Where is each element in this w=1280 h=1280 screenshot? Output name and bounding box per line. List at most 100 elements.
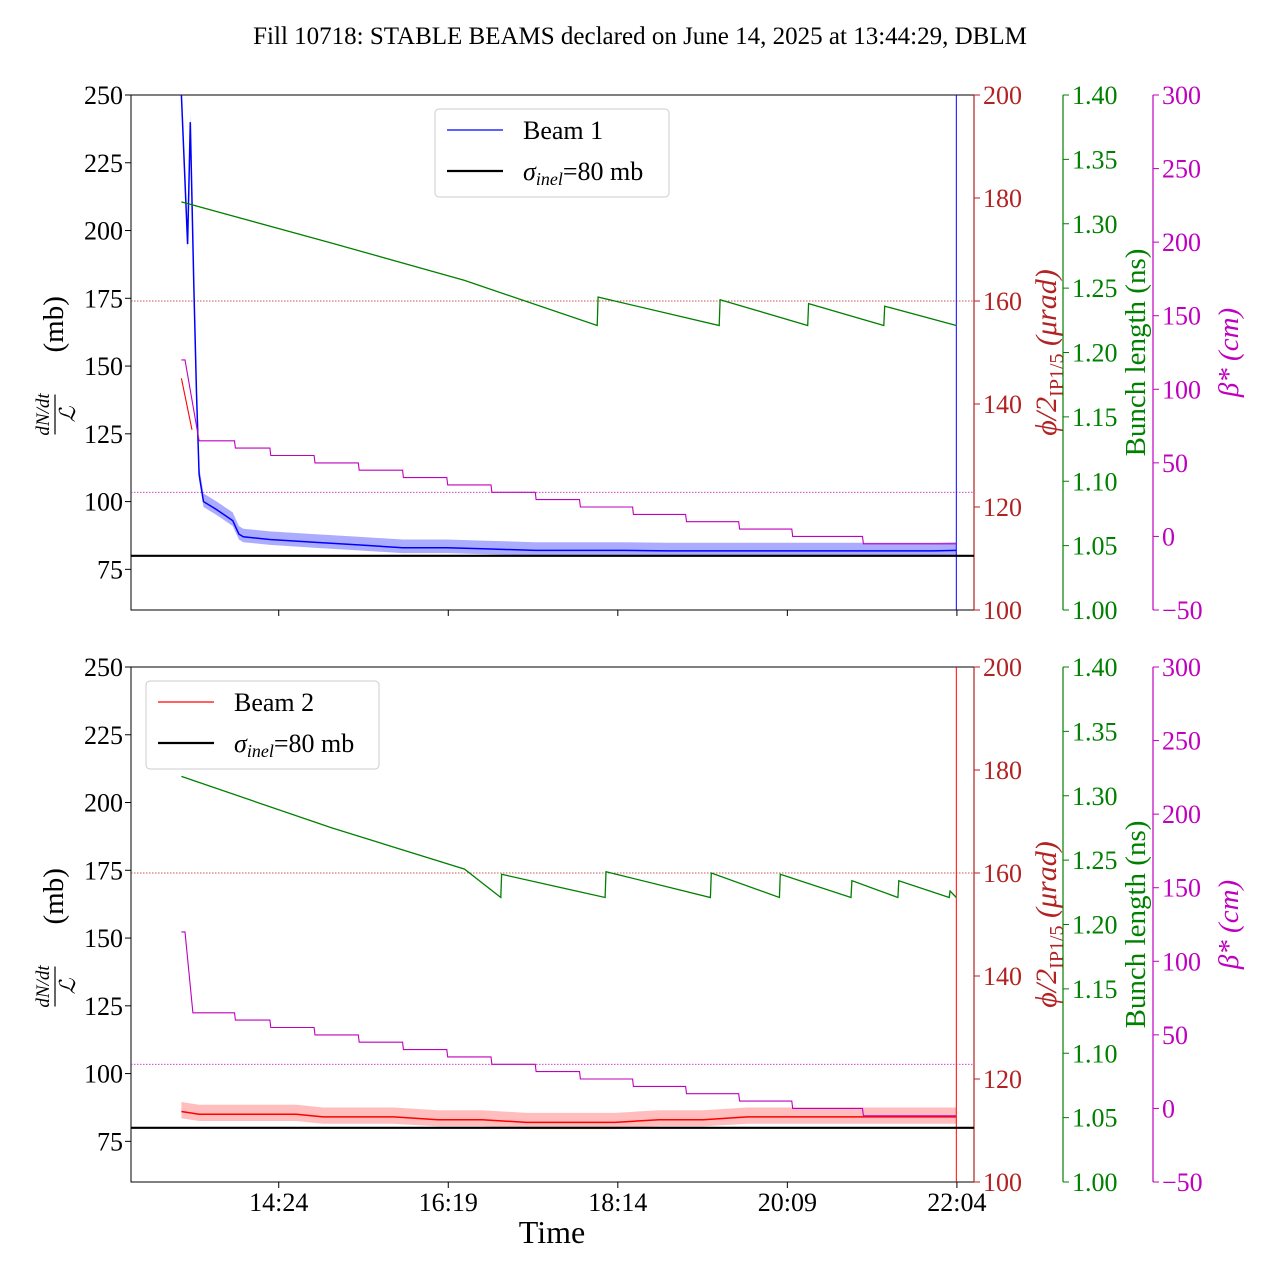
left-tick-label: 150 bbox=[84, 352, 123, 381]
left-tick-label: 200 bbox=[84, 789, 123, 818]
left-tick-label: 125 bbox=[84, 420, 123, 449]
bunch-tick-label: 1.30 bbox=[1072, 782, 1118, 811]
beta-tick-label: 150 bbox=[1162, 874, 1201, 903]
beta-tick-label: 100 bbox=[1162, 375, 1201, 404]
bunch-tick-label: 1.25 bbox=[1072, 274, 1118, 303]
legend-sigma-symbol: σ bbox=[523, 157, 537, 186]
bunch-tick-label: 1.15 bbox=[1072, 975, 1118, 1004]
plot-area bbox=[131, 95, 974, 610]
left-tick-label: 175 bbox=[84, 856, 123, 885]
left-tick-label: 125 bbox=[84, 992, 123, 1021]
left-tick-label: 100 bbox=[84, 1060, 123, 1089]
beta-tick-label: 100 bbox=[1162, 947, 1201, 976]
left-axis-label-den: ℒ bbox=[55, 405, 80, 422]
beta-tick-label: 250 bbox=[1162, 155, 1201, 184]
phi-tick-label: 120 bbox=[983, 493, 1022, 522]
bunch-length-line bbox=[181, 775, 957, 899]
phi-axis-label-main: ϕ/2 bbox=[1030, 969, 1063, 1008]
left-axis-label-unit: (mb) bbox=[38, 296, 70, 352]
beam-uncertainty-band bbox=[181, 1102, 957, 1130]
beta-star-line bbox=[181, 359, 957, 545]
bunch-tick-label: 1.20 bbox=[1072, 339, 1118, 368]
bunch-tick-label: 1.40 bbox=[1072, 81, 1118, 110]
panel-1: 75 100 125 150 175 200 225 250 dN/dt ℒ (mb) 100 120 1… bbox=[33, 81, 1245, 625]
bunch-tick-label: 1.10 bbox=[1072, 467, 1118, 496]
bunch-axis-label: Bunch length (ns) bbox=[1120, 821, 1152, 1029]
legend-box bbox=[434, 108, 670, 198]
bunch-tick-label: 1.40 bbox=[1072, 653, 1118, 682]
legend-sigma-label: σinel=80 mb bbox=[523, 157, 643, 189]
beta-tick-label: 300 bbox=[1162, 81, 1201, 110]
beta-tick-label: −50 bbox=[1162, 1168, 1203, 1197]
legend-sigma-sub: inel bbox=[247, 741, 274, 761]
phi-tick-label: 200 bbox=[983, 653, 1022, 682]
beta-axis-label: β* (cm) bbox=[1213, 880, 1245, 970]
left-axis-label-num: dN/dt bbox=[33, 965, 54, 1008]
bunch-tick-label: 1.30 bbox=[1072, 210, 1118, 239]
bunch-axis-label: Bunch length (ns) bbox=[1120, 249, 1152, 457]
left-tick-label: 225 bbox=[84, 721, 123, 750]
phi-line bbox=[180, 378, 193, 430]
left-axis-label-unit: (mb) bbox=[38, 868, 70, 924]
x-tick-label: 22:04 bbox=[927, 1188, 986, 1217]
phi-tick-label: 100 bbox=[983, 596, 1022, 625]
bunch-tick-label: 1.35 bbox=[1072, 145, 1118, 174]
bunch-tick-label: 1.05 bbox=[1072, 532, 1118, 561]
legend-beam-label: Beam 1 bbox=[523, 116, 603, 145]
left-tick-label: 100 bbox=[84, 488, 123, 517]
legend-sigma-symbol: σ bbox=[234, 729, 248, 758]
x-tick-label: 16:19 bbox=[419, 1188, 478, 1217]
beta-tick-label: 200 bbox=[1162, 800, 1201, 829]
legend-sigma-value: =80 mb bbox=[274, 729, 354, 758]
left-tick-label: 250 bbox=[84, 653, 123, 682]
legend-sigma-label: σinel=80 mb bbox=[234, 729, 354, 761]
x-tick-label: 14:24 bbox=[249, 1188, 308, 1217]
beta-tick-label: 200 bbox=[1162, 228, 1201, 257]
left-tick-label: 250 bbox=[84, 81, 123, 110]
plot-area bbox=[131, 667, 974, 1182]
bunch-tick-label: 1.15 bbox=[1072, 403, 1118, 432]
phi-tick-label: 100 bbox=[983, 1168, 1022, 1197]
phi-axis-label: ϕ/2IP1/5 (μrad) bbox=[1030, 841, 1068, 1007]
bunch-tick-label: 1.00 bbox=[1072, 596, 1118, 625]
bunch-tick-label: 1.10 bbox=[1072, 1039, 1118, 1068]
bunch-tick-label: 1.35 bbox=[1072, 717, 1118, 746]
legend-box bbox=[145, 680, 380, 770]
panel-2: 75 100 125 150 175 200 225 250 dN/dt ℒ (mb) 14:24 16… bbox=[33, 653, 1245, 1217]
left-axis-label-num: dN/dt bbox=[33, 393, 54, 436]
left-axis-label: dN/dt ℒ (mb) bbox=[33, 868, 80, 1007]
beta-tick-label: 150 bbox=[1162, 302, 1201, 331]
beta-star-line bbox=[181, 931, 957, 1117]
phi-tick-label: 200 bbox=[983, 81, 1022, 110]
legend: Beam 1 σinel=80 mb bbox=[434, 108, 670, 198]
phi-tick-label: 140 bbox=[983, 390, 1022, 419]
chart-title: Fill 10718: STABLE BEAMS declared on Jun… bbox=[253, 23, 1027, 50]
phi-tick-label: 160 bbox=[983, 859, 1022, 888]
x-axis-label: Time bbox=[519, 1214, 585, 1250]
phi-axis-label-unit: (μrad) bbox=[1030, 269, 1063, 353]
left-axis-label-den: ℒ bbox=[55, 977, 80, 994]
left-tick-label: 150 bbox=[84, 924, 123, 953]
x-tick-label: 20:09 bbox=[758, 1188, 817, 1217]
phi-axis-label-sub: IP1/5 bbox=[1046, 926, 1068, 969]
beta-axis-label: β* (cm) bbox=[1213, 308, 1245, 398]
left-tick-label: 75 bbox=[97, 555, 123, 584]
beta-tick-label: 50 bbox=[1162, 1021, 1188, 1050]
phi-tick-label: 180 bbox=[983, 184, 1022, 213]
bunch-length-line bbox=[181, 201, 957, 327]
phi-axis-label-main: ϕ/2 bbox=[1030, 397, 1063, 436]
bunch-tick-label: 1.00 bbox=[1072, 1168, 1118, 1197]
phi-tick-label: 180 bbox=[983, 756, 1022, 785]
legend: Beam 2 σinel=80 mb bbox=[145, 680, 380, 770]
left-tick-label: 200 bbox=[84, 217, 123, 246]
left-tick-label: 175 bbox=[84, 284, 123, 313]
legend-sigma-value: =80 mb bbox=[563, 157, 643, 186]
phi-axis-label-unit: (μrad) bbox=[1030, 841, 1063, 925]
phi-axis-label-sub: IP1/5 bbox=[1046, 354, 1068, 397]
beta-tick-label: 0 bbox=[1162, 522, 1175, 551]
left-tick-label: 225 bbox=[84, 149, 123, 178]
beta-tick-label: −50 bbox=[1162, 596, 1203, 625]
left-axis-label: dN/dt ℒ (mb) bbox=[33, 296, 80, 435]
x-tick-label: 18:14 bbox=[588, 1188, 647, 1217]
beta-tick-label: 300 bbox=[1162, 653, 1201, 682]
